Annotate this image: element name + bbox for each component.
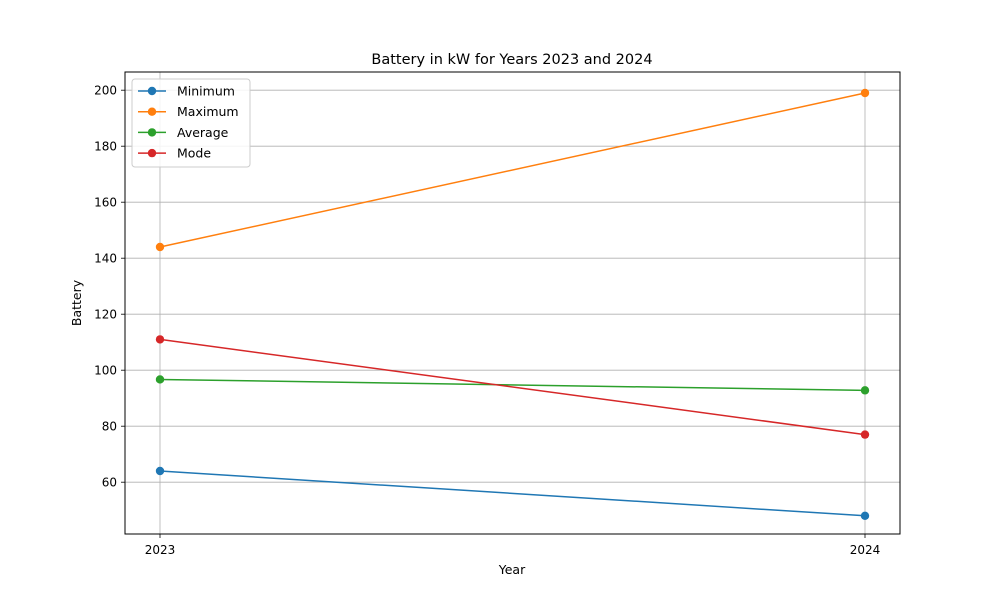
series-line — [159, 92, 866, 248]
series-minimum — [155, 466, 870, 520]
legend-marker — [147, 107, 157, 116]
legend-label: Mode — [177, 146, 211, 161]
x-tick-label: 2023 — [145, 543, 176, 557]
series-mode — [155, 335, 870, 439]
data-point — [860, 386, 870, 395]
legend-label: Average — [177, 125, 229, 140]
series-layer — [155, 88, 870, 520]
y-tick-label: 200 — [94, 84, 117, 98]
series-line — [159, 470, 866, 517]
legend-marker — [147, 86, 157, 96]
y-tick-label: 100 — [94, 364, 117, 378]
series-maximum — [155, 88, 870, 252]
data-point — [155, 466, 165, 476]
legend-label: Maximum — [177, 104, 239, 119]
y-tick-label: 120 — [94, 308, 117, 322]
legend-marker — [147, 128, 157, 137]
x-axis-label: Year — [498, 562, 526, 577]
plot-frame — [124, 71, 901, 535]
x-tick-label: 2024 — [850, 543, 881, 557]
data-point — [155, 335, 165, 344]
legend-marker — [147, 148, 157, 158]
legend: Minimum Maximum Average Mode — [131, 78, 251, 168]
series-line — [159, 378, 866, 392]
series-line — [159, 338, 866, 436]
data-point — [155, 375, 165, 384]
y-tick-label: 60 — [102, 476, 117, 490]
x-axis: 2023 2024 — [145, 534, 881, 557]
data-point — [860, 511, 870, 520]
y-tick-label: 180 — [94, 140, 117, 154]
y-axis-label: Battery — [69, 279, 84, 326]
legend-frame — [131, 78, 251, 168]
legend-label: Minimum — [177, 84, 235, 99]
y-axis: 60 80 100 120 140 160 180 200 — [94, 84, 125, 490]
data-point — [860, 430, 870, 439]
legend-item: Minimum — [138, 84, 235, 99]
data-point — [155, 242, 165, 252]
y-tick-label: 140 — [94, 252, 117, 266]
legend-item: Maximum — [138, 104, 239, 119]
legend-item: Average — [138, 125, 229, 140]
legend-item: Mode — [138, 146, 211, 161]
y-tick-label: 160 — [94, 196, 117, 210]
series-average — [155, 375, 870, 395]
chart-title: Battery in kW for Years 2023 and 2024 — [371, 52, 652, 68]
data-point — [860, 88, 870, 98]
y-tick-label: 80 — [102, 420, 117, 434]
